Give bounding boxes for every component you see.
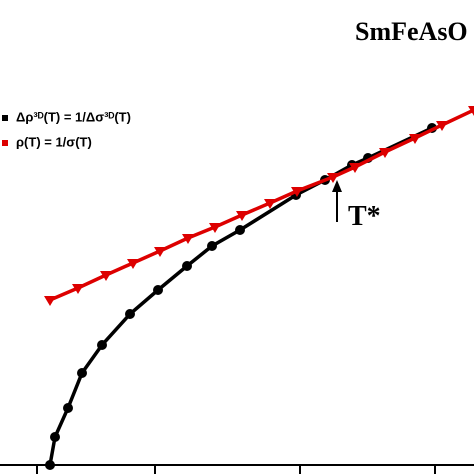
- marker: [379, 148, 391, 158]
- marker: [97, 340, 107, 350]
- marker: [154, 247, 166, 257]
- marker: [327, 173, 339, 183]
- annotation: T*: [348, 201, 381, 232]
- arrow-head: [332, 180, 342, 192]
- marker: [209, 223, 221, 233]
- marker: [77, 368, 87, 378]
- marker: [45, 460, 55, 470]
- marker: [291, 187, 303, 197]
- marker: [235, 225, 245, 235]
- marker: [264, 199, 276, 209]
- series-line: [48, 126, 433, 466]
- marker: [207, 241, 217, 251]
- series-line: [49, 108, 474, 302]
- marker: [436, 121, 448, 131]
- legend-label: Δρ³ᴰ(T) = 1/Δσ³ᴰ(T): [16, 109, 131, 124]
- marker: [409, 134, 421, 144]
- marker: [127, 259, 139, 269]
- legend-swatch: [2, 140, 8, 146]
- marker: [100, 271, 112, 281]
- chart-title: SmFeAsO: [355, 17, 468, 46]
- marker: [182, 261, 192, 271]
- marker: [50, 432, 60, 442]
- legend-swatch: [2, 115, 8, 121]
- marker: [153, 285, 163, 295]
- legend-label: ρ(T) = 1/σ(T): [16, 134, 92, 149]
- marker: [63, 403, 73, 413]
- marker: [72, 284, 84, 294]
- marker: [349, 163, 361, 173]
- marker: [468, 106, 474, 116]
- marker: [125, 309, 135, 319]
- marker: [236, 211, 248, 221]
- marker: [182, 234, 194, 244]
- marker: [44, 296, 56, 306]
